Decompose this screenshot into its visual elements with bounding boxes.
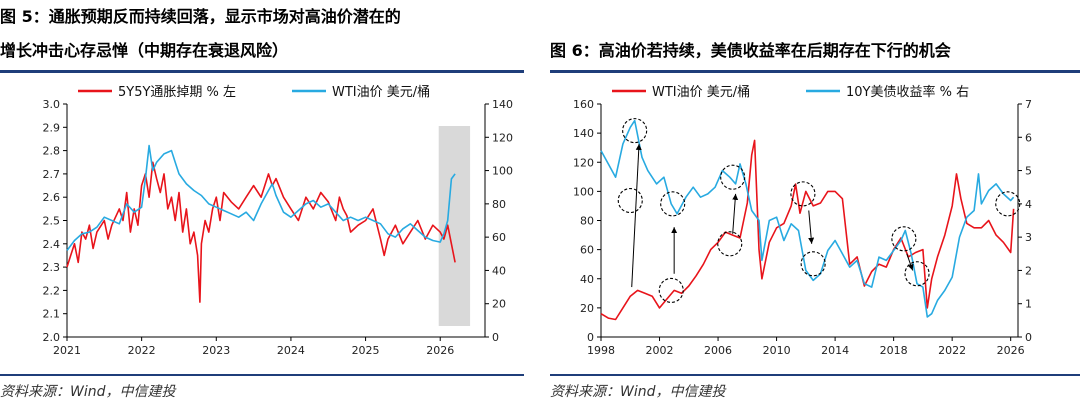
y-right-tick-label: 40 — [492, 264, 506, 277]
figure-5-top-rule — [0, 70, 524, 73]
y-right-tick-label: 7 — [1025, 98, 1032, 111]
y-left-tick-label: 40 — [580, 273, 594, 286]
y-left-tick-label: 3.0 — [43, 98, 61, 111]
annotation-arrow — [732, 193, 739, 234]
figure-5-chart: 2.0 2.1 2.2 2.3 2.4 2.5 2.6 2.7 2.8 2.9 3.0 0 20 40 60… — [43, 85, 514, 357]
y-right-tick-label: 5 — [1025, 165, 1032, 178]
y-right-tick-label: 120 — [492, 131, 513, 144]
annotation-circle — [658, 277, 684, 303]
annotation-arrow — [631, 143, 642, 288]
x-tick-label: 2026 — [997, 344, 1025, 357]
figure-6-legend: WTI油价 美元/桶 10Y美债收益率 % 右 — [612, 84, 969, 100]
y-right-tick-label: 4 — [1025, 198, 1032, 211]
y-left-tick-label: 2.4 — [43, 238, 61, 251]
y-right-tick-label: 20 — [492, 298, 506, 311]
y-right-tick-label: 3 — [1025, 231, 1032, 244]
annotation-circle — [790, 181, 816, 207]
y-right-tick-label: 60 — [492, 231, 506, 244]
series-line-0 — [66, 161, 456, 303]
figure-5-source: 资料来源：Wind，中信建投 — [0, 384, 176, 400]
y-left-tick-label: 80 — [580, 215, 594, 228]
legend-label-wti: WTI油价 美元/桶 — [332, 85, 430, 100]
x-tick-label: 2006 — [704, 344, 732, 357]
shaded-region — [438, 126, 471, 326]
figure-6-source: 资料来源：Wind，中信建投 — [550, 384, 726, 400]
y-right-tick-label: 80 — [492, 198, 506, 211]
figure-5-panel: 图 5：通胀预期反而持续回落，显示市场对高油价潜在的 增长冲击心存忌惮（中期存在… — [0, 0, 524, 411]
x-tick-label: 2002 — [646, 344, 674, 357]
legend-label-5y5y: 5Y5Y通胀掉期 % 左 — [118, 85, 236, 100]
y-right-tick-label: 1 — [1025, 298, 1032, 311]
y-left-tick-label: 2.8 — [43, 145, 61, 158]
y-left-tick-label: 2.7 — [43, 168, 61, 181]
x-tick-label: 2023 — [202, 344, 230, 357]
legend-label-wti: WTI油价 美元/桶 — [652, 85, 750, 100]
annotation-circle — [617, 187, 643, 214]
annotation-arrow — [906, 253, 914, 271]
y-left-tick-label: 2.2 — [43, 284, 61, 297]
x-tick-label: 2018 — [880, 344, 908, 357]
y-left-tick-label: 2.3 — [43, 261, 61, 274]
series-line-0 — [600, 139, 1015, 321]
annotation-circle — [622, 118, 648, 144]
y-right-tick-label: 0 — [1025, 331, 1032, 344]
y-right-tick-label: 0 — [492, 331, 499, 344]
figure-5-title-line2: 增长冲击心存忌惮（中期存在衰退风险） — [0, 41, 289, 60]
figure-5-bottom-rule — [0, 374, 524, 376]
legend-label-10y: 10Y美债收益率 % 右 — [846, 84, 969, 100]
y-right-tick-label: 100 — [492, 165, 513, 178]
y-left-tick-label: 2.1 — [43, 308, 61, 321]
x-tick-label: 2022 — [128, 344, 156, 357]
y-left-tick-label: 2.0 — [43, 331, 61, 344]
figure-6-title: 图 6：高油价若持续，美债收益率在后期存在下行的机会 — [550, 41, 951, 60]
y-left-tick-label: 160 — [573, 98, 594, 111]
series-line-1 — [600, 119, 1015, 318]
x-tick-label: 2024 — [277, 344, 305, 357]
series-line-1 — [66, 144, 456, 251]
figure-5-title: 图 5：通胀预期反而持续回落，显示市场对高油价潜在的 — [0, 7, 401, 26]
x-tick-label: 2025 — [352, 344, 380, 357]
annotation-circle — [800, 251, 826, 277]
annotation-circle — [891, 226, 917, 252]
x-tick-label: 2021 — [53, 344, 81, 357]
y-right-tick-label: 2 — [1025, 264, 1032, 277]
figure-6-chart: 0 20 40 60 80 100 120 140 160 0 1 2 3 4 5 6 7 1998 2002 200… — [573, 84, 1032, 357]
y-left-tick-label: 2.5 — [43, 215, 61, 228]
y-left-tick-label: 2.6 — [43, 191, 61, 204]
x-tick-label: 1998 — [587, 344, 615, 357]
y-left-tick-label: 0 — [587, 331, 594, 344]
annotation-circle — [904, 261, 930, 287]
x-tick-label: 2026 — [426, 344, 454, 357]
y-left-tick-label: 140 — [573, 127, 594, 140]
y-left-tick-label: 100 — [573, 185, 594, 198]
figure-6-top-rule — [550, 70, 1080, 73]
annotation-circle — [660, 191, 686, 217]
figure-6-panel: 图 6：高油价若持续，美债收益率在后期存在下行的机会 0 20 40 60 80 100 1… — [550, 0, 1080, 411]
y-right-tick-label: 140 — [492, 98, 513, 111]
x-tick-label: 2014 — [821, 344, 849, 357]
annotation-circle — [717, 231, 743, 257]
y-left-tick-label: 2.9 — [43, 121, 61, 134]
figure-5-legend: 5Y5Y通胀掉期 % 左 WTI油价 美元/桶 — [78, 85, 430, 100]
y-left-tick-label: 20 — [580, 302, 594, 315]
y-left-tick-label: 60 — [580, 244, 594, 257]
annotation-arrow — [808, 210, 815, 244]
y-left-tick-label: 120 — [573, 156, 594, 169]
annotation-circle — [995, 191, 1021, 217]
x-tick-label: 2022 — [938, 344, 966, 357]
annotation-circle — [720, 164, 746, 190]
y-right-tick-label: 6 — [1025, 131, 1032, 144]
x-tick-label: 2010 — [763, 344, 791, 357]
figure-6-bottom-rule — [550, 374, 1080, 376]
